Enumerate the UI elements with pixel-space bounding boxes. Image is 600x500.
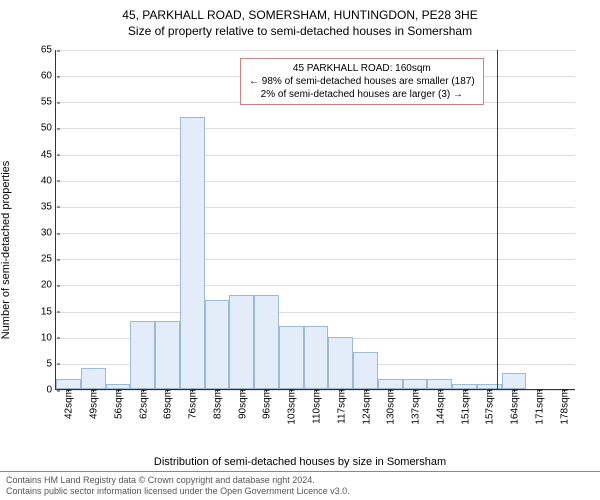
y-axis-label: Number of semi-detached properties [0, 161, 12, 340]
x-tick-label: 117sqm [334, 389, 347, 424]
histogram-bar [502, 373, 527, 389]
y-tick-label: 25 [41, 254, 56, 265]
histogram-bar [81, 368, 106, 389]
x-tick-label: 178sqm [557, 389, 570, 425]
reference-line [497, 50, 498, 389]
footer-line-1: Contains HM Land Registry data © Crown c… [6, 475, 594, 486]
y-tick-label: 5 [46, 358, 56, 369]
y-tick-label: 60 [41, 71, 56, 82]
x-tick-label: 164sqm [508, 389, 521, 425]
x-tick-label: 83sqm [210, 389, 223, 419]
info-line-3: 2% of semi-detached houses are larger (3… [249, 88, 475, 101]
histogram-bar [205, 300, 230, 389]
x-tick-label: 110sqm [310, 389, 323, 424]
info-box: 45 PARKHALL ROAD: 160sqm ← 98% of semi-d… [240, 58, 484, 105]
y-tick-label: 45 [41, 149, 56, 160]
info-line-1: 45 PARKHALL ROAD: 160sqm [249, 62, 475, 75]
y-tick-label: 35 [41, 201, 56, 212]
chart-container: 45, PARKHALL ROAD, SOMERSHAM, HUNTINGDON… [0, 0, 600, 500]
x-tick-label: 62sqm [136, 389, 149, 419]
x-tick-label: 56sqm [111, 389, 124, 419]
x-tick-label: 171sqm [532, 389, 545, 425]
y-tick-label: 20 [41, 280, 56, 291]
histogram-bar [427, 379, 452, 389]
x-tick-label: 90sqm [235, 389, 248, 419]
y-tick-label: 15 [41, 306, 56, 317]
y-tick-label: 40 [41, 175, 56, 186]
x-tick-label: 137sqm [409, 389, 422, 425]
x-tick-label: 124sqm [359, 389, 372, 425]
histogram-bar [254, 295, 279, 389]
histogram-bar [328, 337, 353, 389]
histogram-bar [378, 379, 403, 389]
histogram-bar [353, 352, 378, 389]
x-tick-label: 151sqm [458, 389, 471, 425]
x-tick-label: 76sqm [186, 389, 199, 419]
histogram-bar [155, 321, 180, 389]
y-tick-label: 50 [41, 123, 56, 134]
x-tick-label: 96sqm [260, 389, 273, 419]
chart-title-main: 45, PARKHALL ROAD, SOMERSHAM, HUNTINGDON… [0, 0, 600, 22]
x-tick-label: 69sqm [161, 389, 174, 419]
footer-line-2: Contains public sector information licen… [6, 486, 594, 497]
histogram-bar [56, 379, 81, 389]
histogram-bar [130, 321, 155, 389]
y-tick-label: 55 [41, 97, 56, 108]
x-tick-label: 42sqm [62, 389, 75, 419]
x-axis-label: Distribution of semi-detached houses by … [0, 456, 600, 468]
y-tick-label: 0 [46, 385, 56, 396]
x-tick-label: 103sqm [285, 389, 298, 425]
x-tick-label: 144sqm [433, 389, 446, 425]
x-tick-label: 130sqm [384, 389, 397, 425]
info-line-2: ← 98% of semi-detached houses are smalle… [249, 75, 475, 88]
histogram-bar [304, 326, 329, 389]
chart-title-sub: Size of property relative to semi-detach… [0, 22, 600, 38]
x-tick-label: 157sqm [483, 389, 496, 425]
histogram-bar [229, 295, 254, 389]
y-tick-label: 10 [41, 332, 56, 343]
histogram-bar [180, 117, 205, 389]
attribution-footer: Contains HM Land Registry data © Crown c… [0, 471, 600, 500]
histogram-bar [279, 326, 304, 389]
y-tick-label: 30 [41, 228, 56, 239]
histogram-bar [403, 379, 428, 389]
x-tick-label: 49sqm [87, 389, 100, 419]
y-tick-label: 65 [41, 45, 56, 56]
